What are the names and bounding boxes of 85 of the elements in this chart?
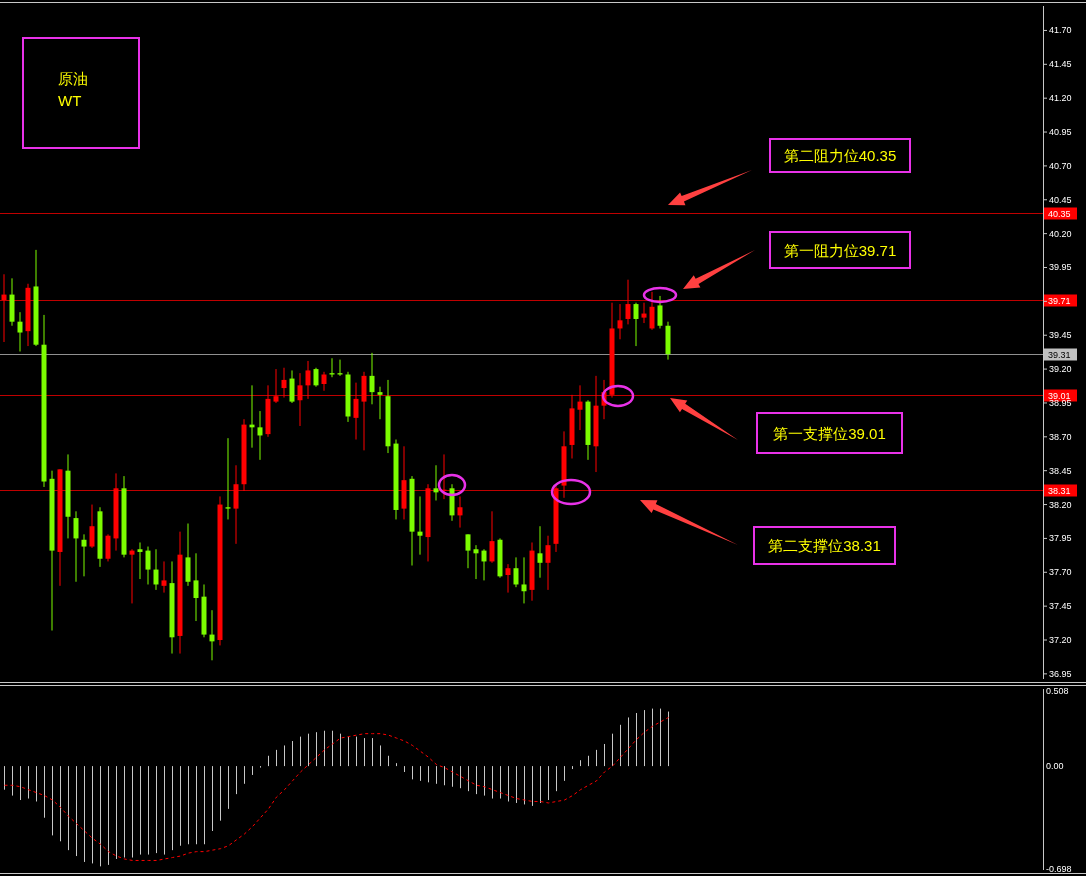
y-tick-label: 39.20 [1049,364,1072,375]
candlestick [17,311,23,352]
candlestick [473,544,479,580]
candlestick [161,560,167,594]
ref-label: 38.31 [1044,484,1077,497]
candlestick [489,510,495,564]
y-tick-label: 38.70 [1049,431,1072,442]
candlestick [465,533,471,569]
annotation: 第二支撑位38.31 [753,526,896,565]
y-tick-label: 39.45 [1049,330,1072,341]
candlestick [577,384,583,431]
annotation: 原油 WT [22,37,140,149]
y-tick-label: 0.00 [1046,761,1064,772]
annotation: 第一阻力位39.71 [769,231,911,269]
y-tick-label: 41.70 [1049,25,1072,36]
candlestick [137,541,143,580]
candlestick [153,548,159,591]
y-tick-label: 37.20 [1049,635,1072,646]
y-tick-label: 38.45 [1049,465,1072,476]
candlestick [433,464,439,501]
candlestick [297,372,303,427]
candlestick [353,382,359,441]
candlestick [81,533,87,577]
candlestick [273,368,279,404]
ref-line-label: 39.71 [1048,295,1071,306]
y-tick-label: 41.45 [1049,59,1072,70]
candlestick [337,359,343,377]
candlestick [513,556,519,588]
annotation: 第一阻力位39.71 [783,241,897,259]
y-tick-label: 41.20 [1049,93,1072,104]
ref-label: 39.71 [1044,294,1077,307]
ref-label: 40.35 [1044,207,1077,220]
annotation: 第二阻力位40.35 [769,138,911,173]
candlestick [145,546,151,585]
y-tick-label: 0.508 [1046,686,1069,697]
candlestick [537,525,543,579]
candlestick [617,303,623,340]
y-tick-label: 37.95 [1049,533,1072,544]
candlestick [633,302,639,347]
y-tick-label: 36.95 [1049,668,1072,679]
candlestick [73,510,79,583]
candlestick [369,352,375,405]
line-series [4,716,669,861]
y-tick-label: 40.45 [1049,194,1072,205]
y-tick-label: 40.20 [1049,228,1072,239]
y-tick-label: 39.95 [1049,262,1072,273]
ref-line-label: 40.35 [1048,208,1071,219]
candlestick [289,369,295,404]
y-tick-label: 40.95 [1049,127,1072,138]
candlestick [129,548,135,604]
candlestick [89,504,95,549]
candlestick [193,552,199,622]
candlestick [225,437,231,520]
annotation: 第二支撑位38.31 [768,537,881,554]
candlestick [377,386,383,420]
y-tick-label: 40.70 [1049,160,1072,171]
candlestick [329,357,335,378]
candlestick [281,367,287,399]
ref-line-label: 39.31 [1048,349,1071,360]
candlestick [313,367,319,388]
candlestick [105,533,111,562]
annotation: 第一支撑位39.01 [756,412,903,454]
candlestick [305,360,311,400]
y-tick-label: 37.45 [1049,601,1072,612]
ref-label: 39.31 [1044,348,1077,361]
ref-line-label: 38.31 [1048,485,1071,496]
candlestick [321,371,327,392]
candlestick [417,495,423,556]
y-tick-label: -0.698 [1046,864,1072,875]
candlestick [545,535,551,591]
candlestick [657,295,663,329]
annotation: 第二阻力位40.35 [783,147,897,164]
annotation: 第一支撑位39.01 [773,424,886,442]
y-tick-label: 38.20 [1049,499,1072,510]
candlestick [257,410,263,461]
candlestick [1,273,7,343]
annotation: 原油 WT [58,69,88,109]
candlestick [625,279,631,325]
candlestick [641,302,647,324]
candlestick [521,556,527,604]
candlestick [481,548,487,581]
y-tick-label: 37.70 [1049,567,1072,578]
candlestick [505,563,511,594]
candlestick [649,291,655,331]
candlestick [457,495,463,529]
